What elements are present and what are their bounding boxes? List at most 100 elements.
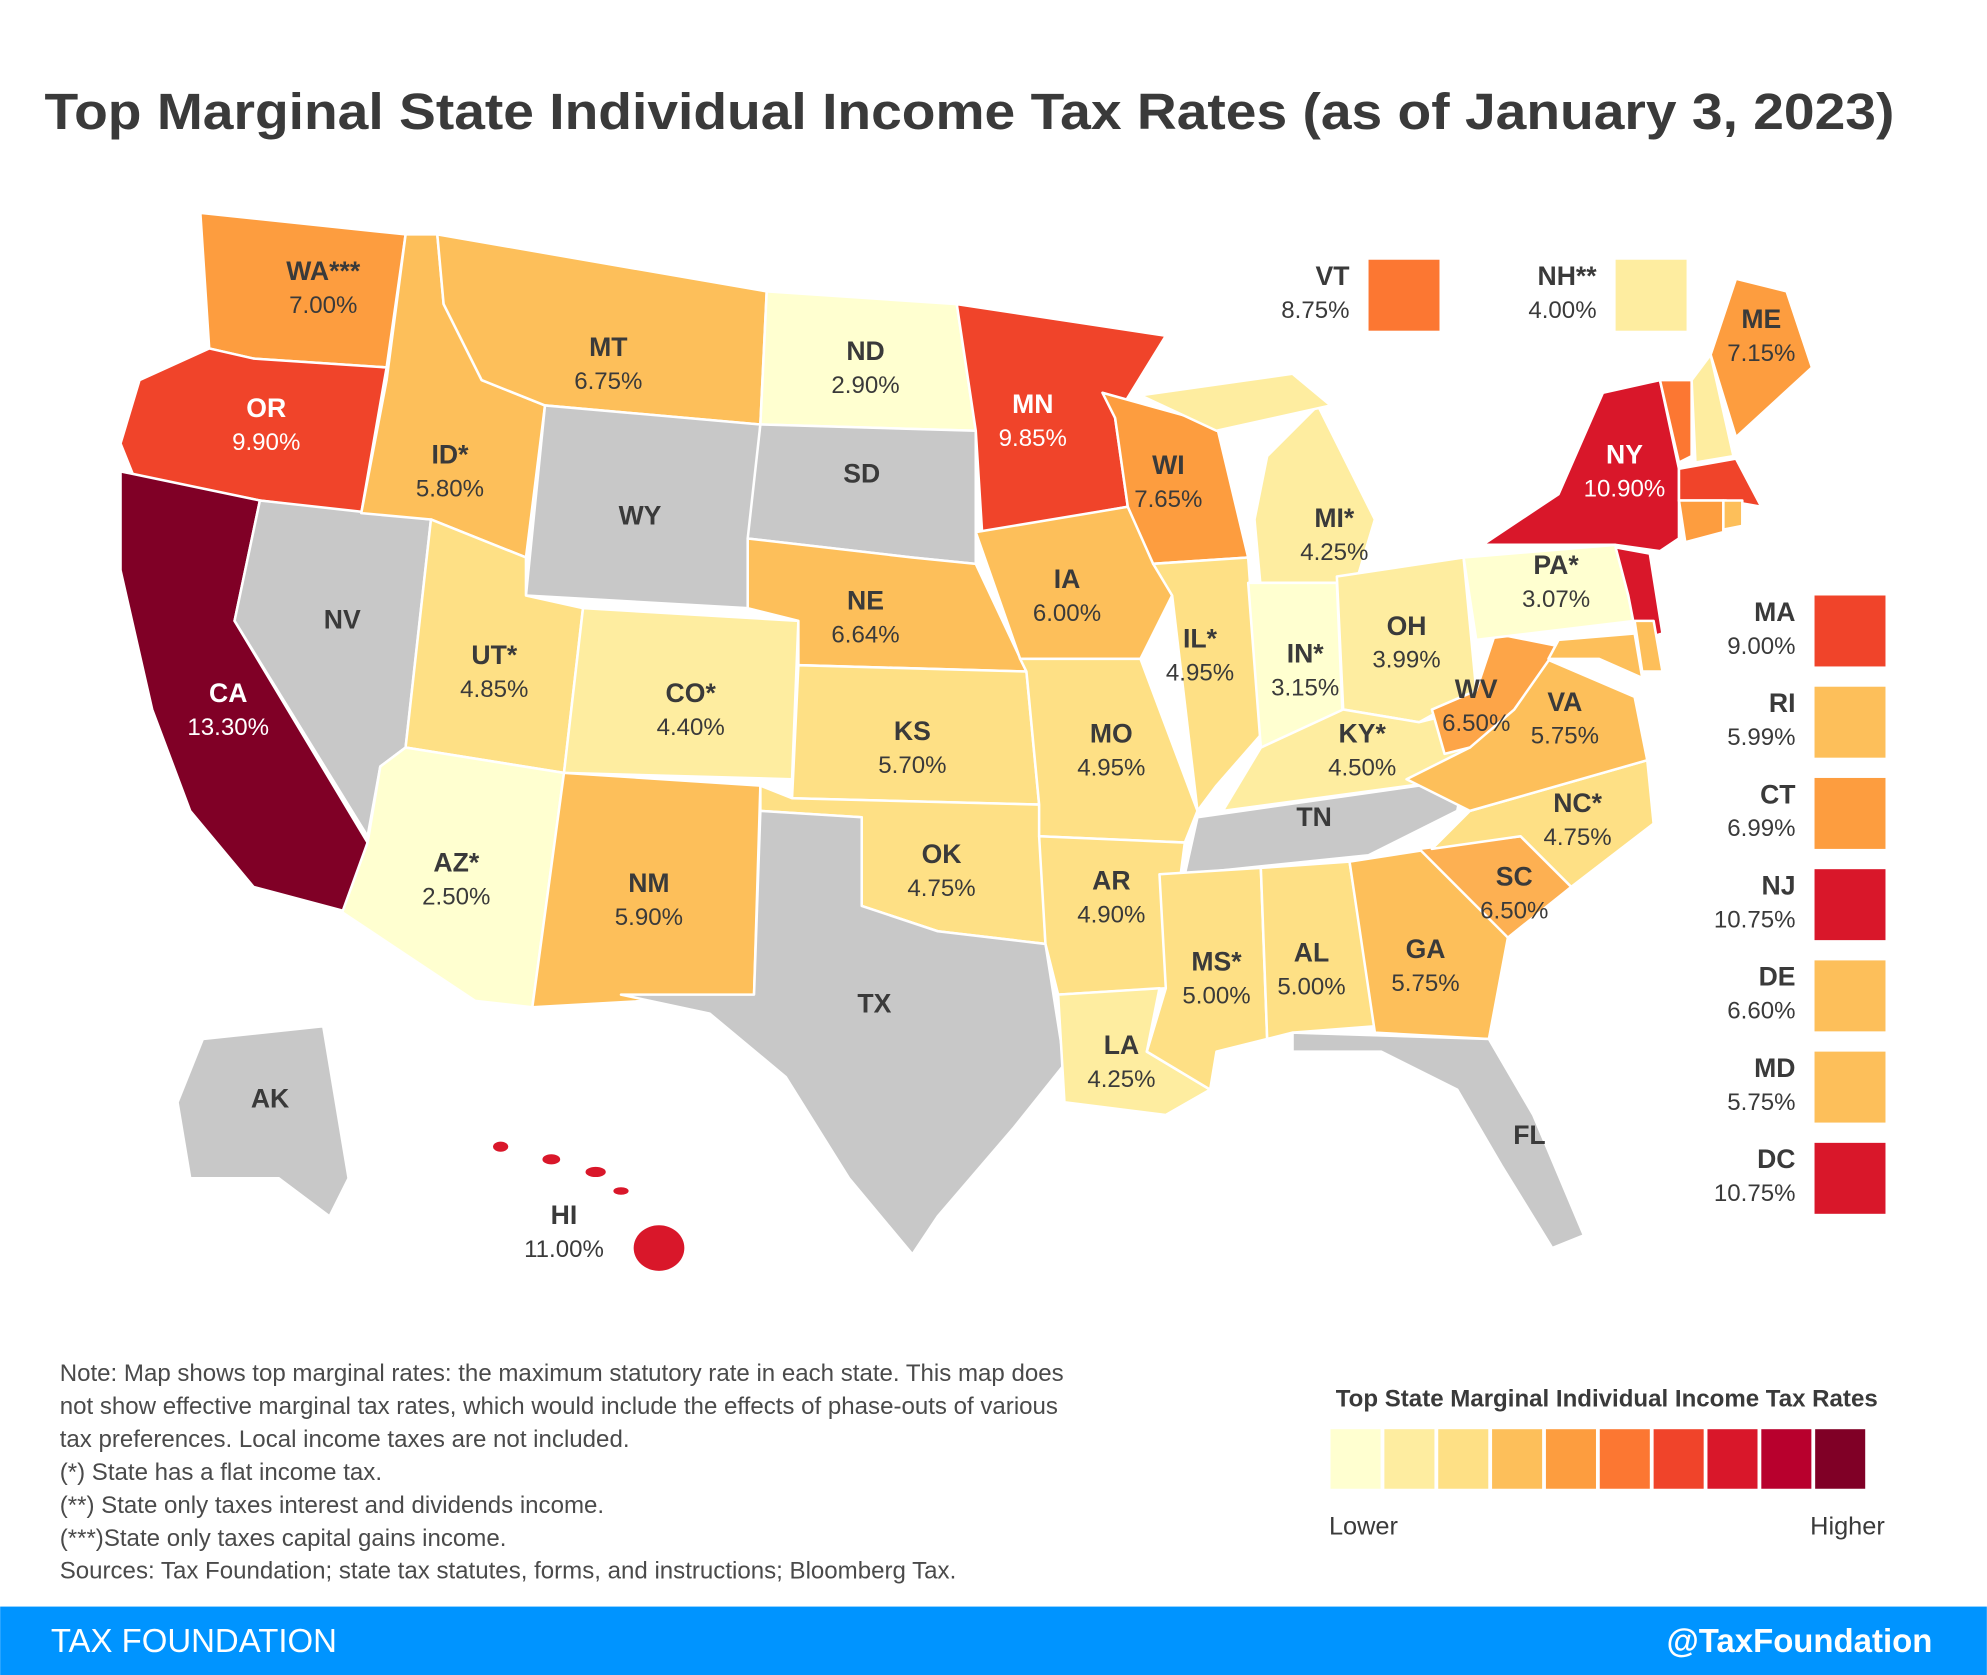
inset-box: [1814, 1051, 1886, 1123]
note-line: not show effective marginal tax rates, w…: [60, 1393, 1058, 1420]
inset-name: NH**: [1537, 261, 1597, 291]
inset-value: 8.75%: [1281, 297, 1349, 324]
state-value: 6.50%: [1480, 898, 1548, 925]
note-line: Note: Map shows top marginal rates: the …: [60, 1360, 1064, 1387]
scale-swatch: [1492, 1429, 1543, 1489]
inset-name: DC: [1757, 1144, 1795, 1174]
state-name: IN*: [1287, 639, 1325, 669]
state-shape: [633, 1225, 685, 1271]
state-value: 11.00%: [524, 1236, 604, 1263]
state-name: ID*: [431, 440, 469, 470]
inset-box: [1814, 869, 1886, 941]
state-shape: [613, 1187, 629, 1195]
state-name: TX: [857, 988, 891, 1018]
state-name: MS*: [1191, 947, 1242, 977]
footer-right: @TaxFoundation: [1667, 1622, 1933, 1659]
states: [119, 211, 1814, 1271]
state-value: 7.00%: [289, 292, 357, 319]
state-shape: [1658, 378, 1693, 464]
state-name: AR: [1092, 865, 1130, 895]
state-name: PA*: [1533, 550, 1579, 580]
inset-value: 4.00%: [1528, 297, 1596, 324]
state-value: 4.90%: [1077, 901, 1145, 928]
inset-name: DE: [1759, 962, 1796, 992]
note-line: (**) State only taxes interest and divid…: [60, 1492, 604, 1519]
scale-title: Top State Marginal Individual Income Tax…: [1336, 1385, 1878, 1412]
scale-swatch: [1815, 1429, 1866, 1489]
state-name: MO: [1090, 718, 1133, 748]
inset-name: NJ: [1762, 871, 1796, 901]
state-name: NE: [847, 585, 884, 615]
inset-value: 6.99%: [1727, 815, 1795, 842]
state-shape: [1709, 277, 1814, 439]
state-value: 3.07%: [1522, 586, 1590, 613]
scale-swatch: [1653, 1429, 1704, 1489]
state-shape: [542, 1154, 561, 1165]
state-shape: [1633, 619, 1664, 673]
state-shape: [1547, 632, 1644, 680]
state-shape: [1677, 499, 1725, 544]
state-value: 5.90%: [615, 904, 683, 931]
inset-box: [1814, 777, 1886, 849]
state-value: 6.00%: [1033, 600, 1101, 627]
state-shape: [1151, 556, 1263, 813]
state-name: MI*: [1314, 503, 1355, 533]
note-line: tax preferences. Local income taxes are …: [60, 1426, 630, 1453]
footer-bar: [0, 1606, 1987, 1675]
state-shape: [1139, 372, 1332, 433]
state-value: 5.00%: [1182, 982, 1250, 1009]
state-name: GA: [1406, 934, 1446, 964]
inset-value: 10.75%: [1714, 906, 1796, 933]
state-value: 5.75%: [1531, 723, 1599, 750]
inset-value: 9.00%: [1727, 633, 1795, 660]
inset-name: MA: [1754, 597, 1795, 627]
state-value: 4.50%: [1328, 754, 1396, 781]
inset-legend: VT 8.75% NH** 4.00% MA 9.00% RI 5.99% CT 6.99% NJ 1…: [1281, 259, 1886, 1214]
state-value: 4.25%: [1087, 1066, 1155, 1093]
state-shape: [199, 211, 407, 369]
state-value: 7.65%: [1134, 486, 1202, 513]
state-name: FL: [1513, 1120, 1546, 1150]
scale-swatch: [1707, 1429, 1758, 1489]
inset-value: 5.99%: [1727, 724, 1795, 751]
state-name: WY: [619, 501, 662, 531]
inset-box: [1368, 259, 1440, 331]
state-name: SD: [843, 459, 880, 489]
state-value: 4.40%: [657, 714, 725, 741]
state-value: 2.50%: [422, 884, 490, 911]
state-name: OH: [1387, 611, 1427, 641]
inset-box: [1814, 960, 1886, 1032]
inset-value: 5.75%: [1727, 1089, 1795, 1116]
inset-value: 10.75%: [1714, 1180, 1796, 1207]
state-name: MT: [589, 332, 627, 362]
inset-name: RI: [1769, 688, 1796, 718]
state-shape: [585, 1166, 606, 1178]
state-name: CA: [209, 678, 247, 708]
state-value: 4.25%: [1300, 539, 1368, 566]
state-name: IL*: [1183, 623, 1218, 653]
state-value: 7.15%: [1727, 340, 1795, 367]
inset-value: 6.60%: [1727, 998, 1795, 1025]
scale-swatch: [1384, 1429, 1435, 1489]
state-name: WV: [1455, 674, 1498, 704]
state-name: MN: [1012, 389, 1053, 419]
state-name: UT*: [471, 640, 517, 670]
state-shape: [1722, 499, 1744, 531]
state-name: IA: [1054, 564, 1081, 594]
footer-left: TAX FOUNDATION: [51, 1622, 337, 1659]
title: Top Marginal State Individual Income Tax…: [45, 83, 1895, 140]
state-value: 3.99%: [1372, 647, 1440, 674]
scale-swatch: [1330, 1429, 1381, 1489]
state-name: AK: [251, 1083, 289, 1113]
state-name: AL: [1294, 938, 1329, 968]
state-name: SC: [1496, 862, 1533, 892]
state-name: LA: [1104, 1030, 1139, 1060]
state-value: 5.00%: [1277, 974, 1345, 1001]
state-name: HI: [551, 1200, 578, 1230]
state-name: TN: [1296, 802, 1331, 832]
state-name: NY: [1606, 440, 1643, 470]
state-name: NV: [324, 604, 361, 634]
